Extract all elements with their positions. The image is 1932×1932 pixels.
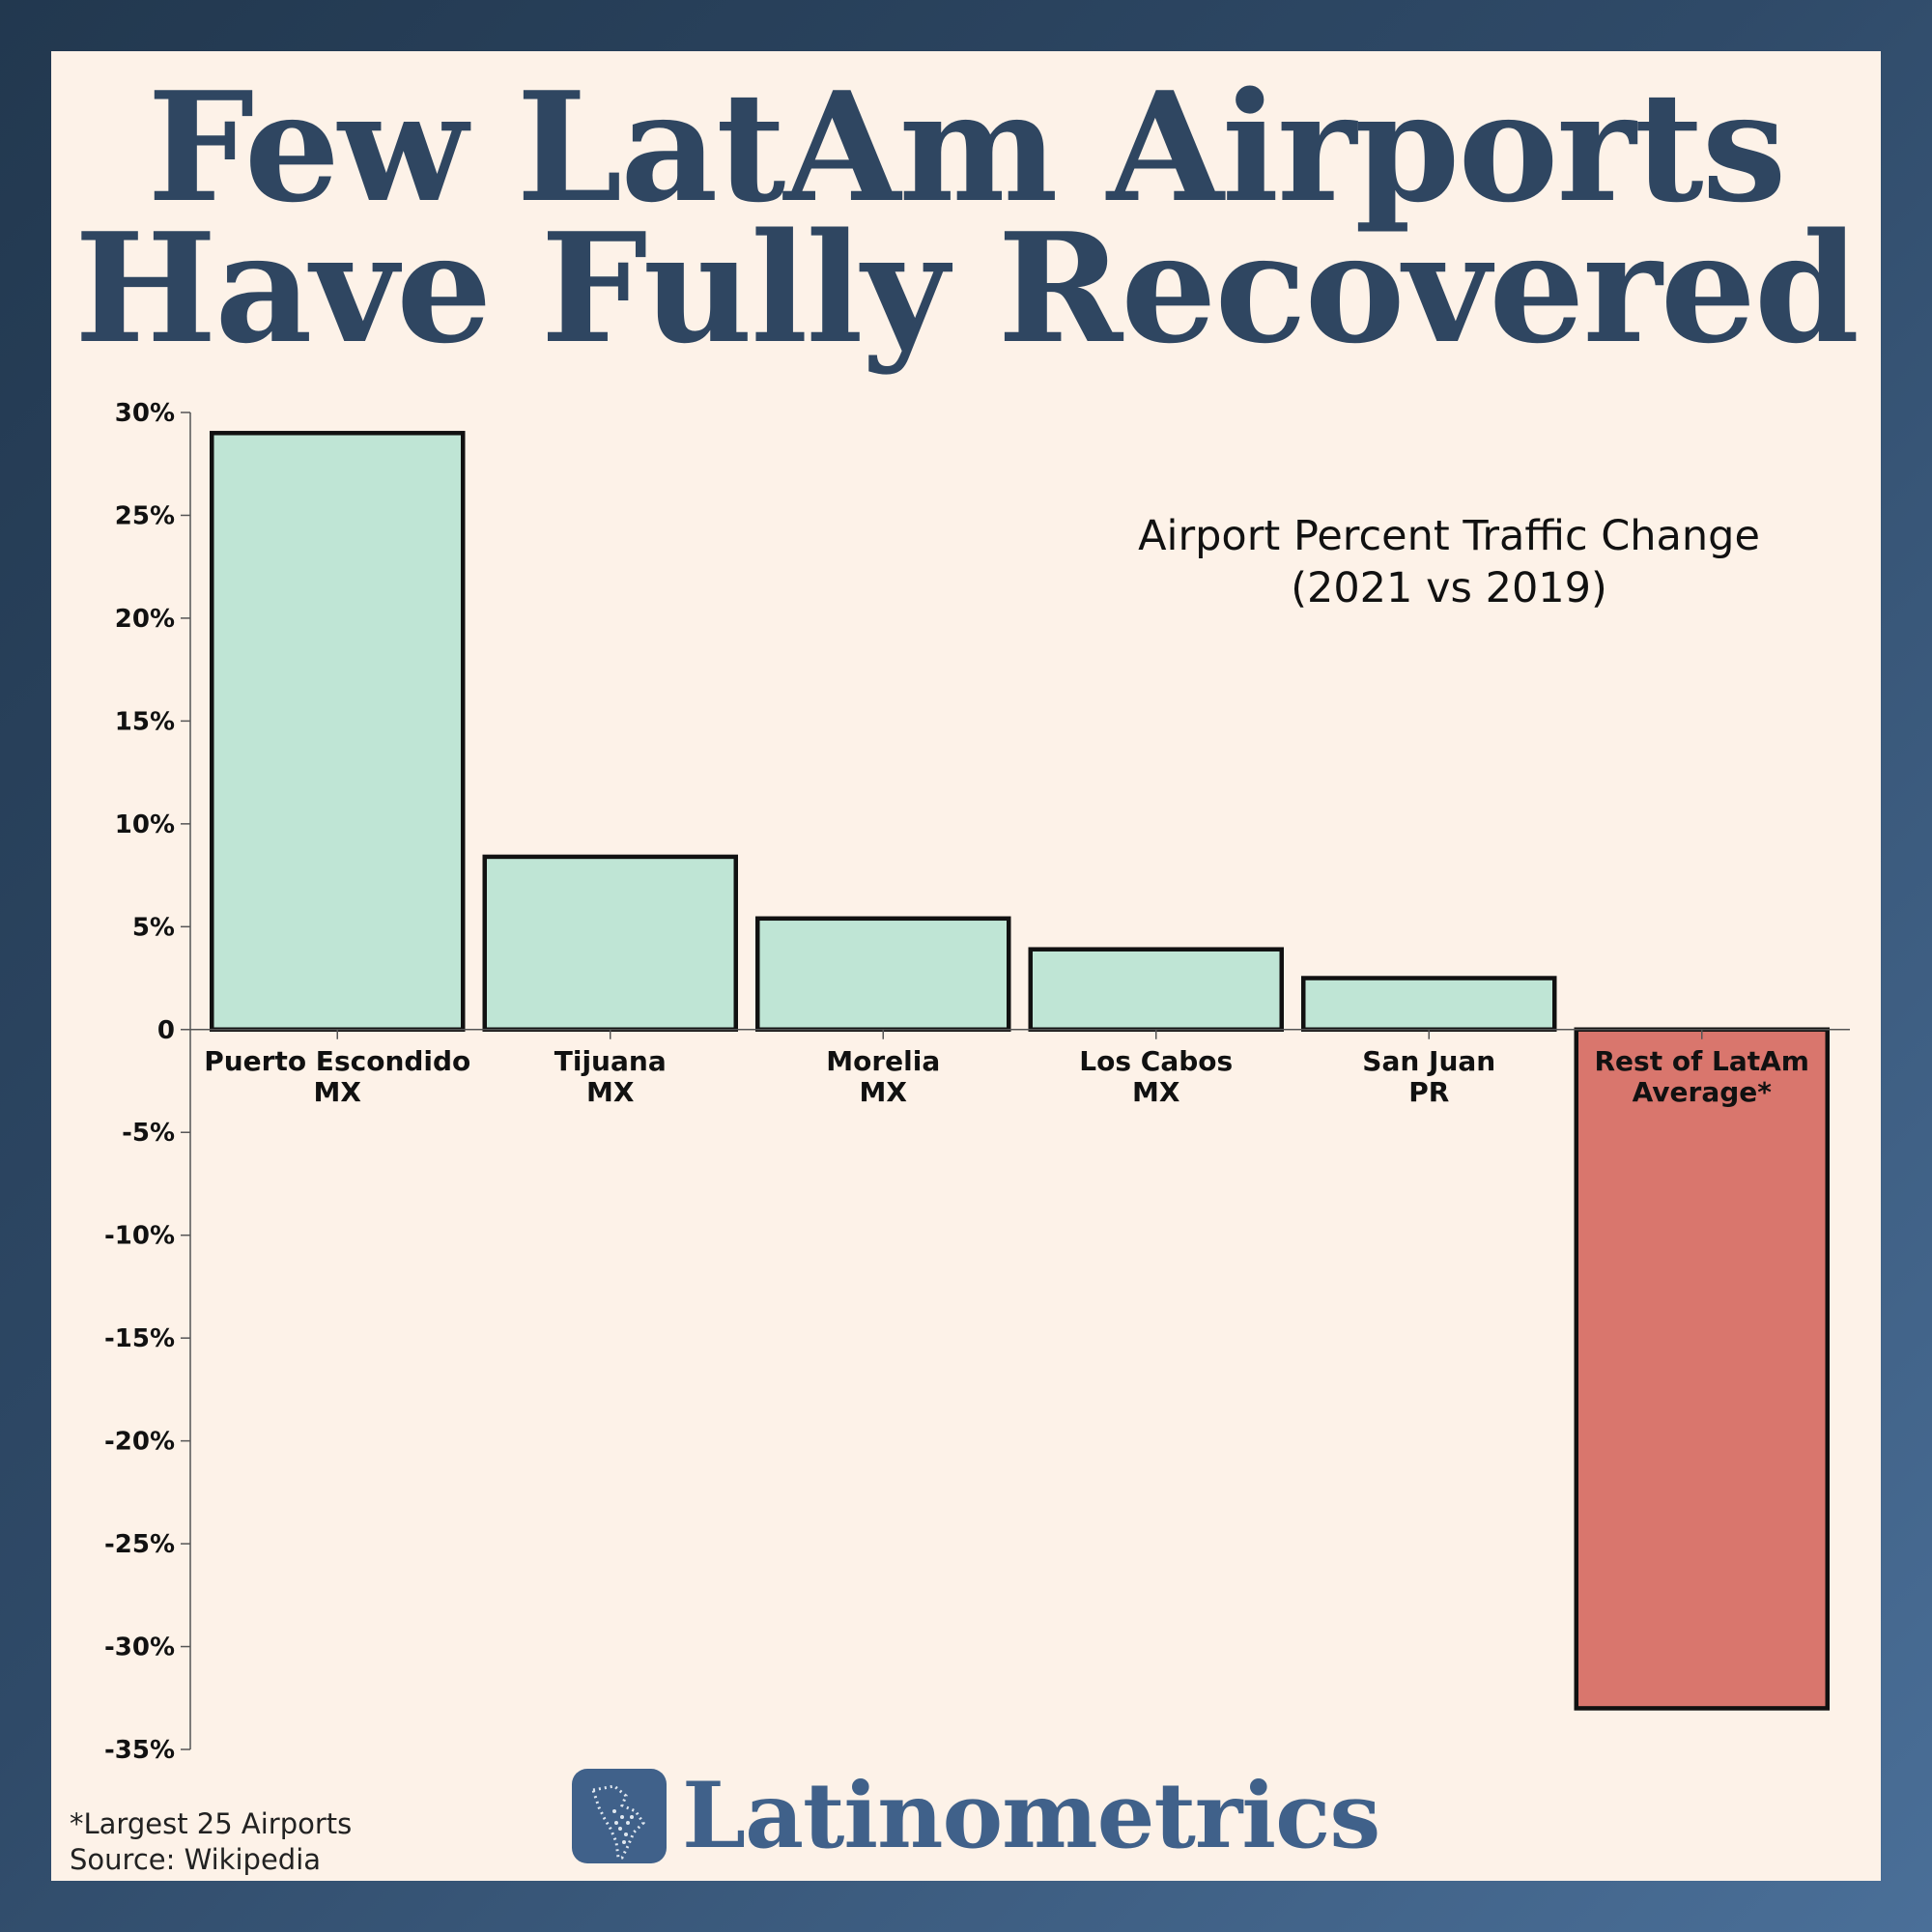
chart-title-text: Airport Percent Traffic Change bbox=[1138, 512, 1760, 560]
bar bbox=[1574, 1027, 1830, 1711]
category-sublabel: MX bbox=[860, 1076, 908, 1108]
category-label: Los Cabos bbox=[1079, 1045, 1233, 1077]
chart-period-text: (2021 vs 2019) bbox=[1291, 564, 1607, 612]
bar bbox=[210, 431, 466, 1033]
y-tick-label: -15% bbox=[104, 1324, 175, 1353]
category-label: Rest of LatAm bbox=[1595, 1045, 1809, 1077]
y-tick-label: 25% bbox=[115, 501, 175, 530]
footnote: *Largest 25 Airports Source: Wikipedia bbox=[70, 1806, 352, 1878]
y-tick-label: 15% bbox=[115, 707, 175, 736]
y-tick-label: -30% bbox=[104, 1634, 175, 1662]
category-label: Morelia bbox=[826, 1045, 940, 1077]
y-tick-label: 0 bbox=[157, 1016, 175, 1045]
y-tick-label: -20% bbox=[104, 1428, 175, 1457]
y-tick-label: -5% bbox=[122, 1119, 175, 1148]
y-tick-label: 10% bbox=[115, 810, 175, 839]
category-label: Puerto Escondido bbox=[204, 1045, 470, 1077]
bar bbox=[1028, 947, 1284, 1033]
bar bbox=[1301, 976, 1557, 1033]
category-sublabel: PR bbox=[1408, 1076, 1449, 1108]
category-sublabel: Average* bbox=[1633, 1076, 1773, 1108]
brand-name: Latinometrics bbox=[682, 1763, 1380, 1869]
y-tick-label: 20% bbox=[115, 605, 175, 634]
footnote-text: *Largest 25 Airports bbox=[70, 1807, 353, 1840]
title-line-2: Have Fully Recovered bbox=[74, 200, 1860, 377]
category-sublabel: MX bbox=[1132, 1076, 1180, 1108]
bar bbox=[755, 916, 1011, 1033]
y-tick-label: 30% bbox=[115, 399, 175, 428]
latam-map-icon bbox=[572, 1769, 667, 1863]
category-label: Tijuana bbox=[554, 1045, 667, 1077]
category-label: San Juan bbox=[1362, 1045, 1495, 1077]
y-tick-label: -25% bbox=[104, 1530, 175, 1559]
y-tick-label: 5% bbox=[132, 913, 175, 942]
category-sublabel: MX bbox=[586, 1076, 635, 1108]
source-text: Source: Wikipedia bbox=[70, 1843, 322, 1876]
chart-subtitle: Airport Percent Traffic Change (2021 vs … bbox=[1063, 510, 1835, 614]
y-tick-label: -10% bbox=[104, 1222, 175, 1251]
page-title: Few LatAm Airports Have Fully Recovered bbox=[0, 59, 1932, 377]
title-line-1: Few LatAm Airports bbox=[147, 59, 1786, 236]
bar bbox=[482, 854, 738, 1033]
brand-logo: Latinometrics bbox=[572, 1763, 1380, 1869]
category-sublabel: MX bbox=[314, 1076, 362, 1108]
y-tick-label: -35% bbox=[104, 1736, 175, 1765]
